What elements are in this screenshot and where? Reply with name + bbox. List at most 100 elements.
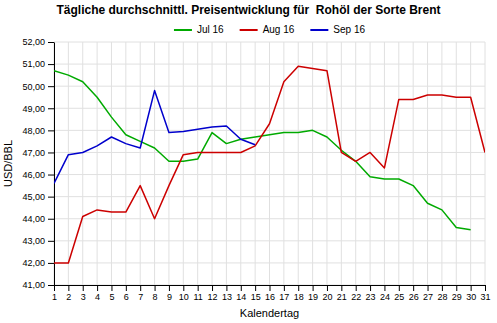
grid [54, 42, 485, 285]
x-tick: 8 [153, 285, 158, 302]
y-tick-mark [48, 108, 54, 109]
y-tick-mark [48, 175, 54, 176]
x-tick: 15 [251, 285, 261, 302]
x-tick: 20 [322, 285, 332, 302]
x-grid-line [212, 42, 213, 285]
y-tick: 49,00 [22, 104, 54, 114]
x-tick: 31 [480, 285, 490, 302]
x-axis-label: Kalendertag [240, 307, 299, 319]
y-tick-mark [48, 263, 54, 264]
x-tick-mark [298, 285, 299, 291]
x-tick-mark [399, 285, 400, 291]
legend-swatch [174, 29, 192, 31]
y-tick: 47,00 [22, 148, 54, 158]
x-tick: 18 [294, 285, 304, 302]
x-grid-line [298, 42, 299, 285]
x-tick-label: 3 [81, 292, 86, 302]
x-grid-line [413, 42, 414, 285]
x-tick: 21 [337, 285, 347, 302]
x-grid-line [341, 42, 342, 285]
chart: 1234567891011121314151617181920212223242… [0, 0, 497, 323]
x-tick: 1 [52, 285, 57, 302]
y-tick-label: 47,00 [22, 148, 45, 158]
x-tick-label: 25 [394, 292, 404, 302]
lines [54, 66, 485, 263]
x-tick-mark [356, 285, 357, 291]
legend: Jul 16 Aug 16 Sep 16 [174, 24, 366, 35]
y-tick-mark [48, 86, 54, 87]
x-tick-label: 20 [322, 292, 332, 302]
x-tick-label: 6 [124, 292, 129, 302]
legend-label: Aug 16 [263, 24, 295, 35]
x-grid-line [125, 42, 126, 285]
y-tick: 41,00 [22, 280, 54, 290]
y-axis-label: USD/BBL [2, 140, 14, 187]
y-tick-mark [48, 64, 54, 65]
x-grid-line [240, 42, 241, 285]
x-tick: 26 [409, 285, 419, 302]
y-tick-label: 52,00 [22, 37, 45, 47]
legend-label: Sep 16 [333, 24, 365, 35]
y-tick-mark [48, 219, 54, 220]
legend-item: Aug 16 [240, 24, 295, 35]
x-tick-label: 22 [351, 292, 361, 302]
y-axis: 41,0042,0043,0044,0045,0046,0047,0048,00… [22, 37, 54, 290]
x-tick-mark [97, 285, 98, 291]
x-tick: 6 [124, 285, 129, 302]
x-tick-mark [270, 285, 271, 291]
x-tick-label: 18 [294, 292, 304, 302]
x-tick: 24 [380, 285, 390, 302]
x-tick: 25 [394, 285, 404, 302]
x-tick-label: 21 [337, 292, 347, 302]
x-tick-mark [54, 285, 55, 291]
x-grid-line [168, 42, 169, 285]
legend-item: Sep 16 [310, 24, 365, 35]
y-tick: 52,00 [22, 37, 54, 47]
x-tick-label: 5 [109, 292, 114, 302]
x-tick: 7 [138, 285, 143, 302]
y-tick-mark [48, 42, 54, 43]
y-tick-label: 46,00 [22, 170, 45, 180]
x-tick: 30 [466, 285, 476, 302]
x-tick-label: 26 [409, 292, 419, 302]
x-tick-label: 14 [236, 292, 246, 302]
x-tick-mark [341, 285, 342, 291]
y-tick-mark [48, 241, 54, 242]
x-axis: 1234567891011121314151617181920212223242… [52, 285, 491, 302]
x-grid-line [485, 42, 486, 285]
x-grid-line [269, 42, 270, 285]
y-tick-label: 44,00 [22, 214, 45, 224]
series-line [54, 91, 255, 184]
x-tick-mark [284, 285, 285, 291]
x-tick-label: 4 [95, 292, 100, 302]
x-grid-line [441, 42, 442, 285]
x-grid-line [326, 42, 327, 285]
x-tick-label: 8 [153, 292, 158, 302]
x-grid-line [398, 42, 399, 285]
x-tick-mark [471, 285, 472, 291]
x-tick-label: 27 [423, 292, 433, 302]
x-tick-mark [83, 285, 84, 291]
x-tick-label: 1 [52, 292, 57, 302]
y-tick-label: 45,00 [22, 192, 45, 202]
x-tick-mark [313, 285, 314, 291]
title: Tägliche durchschnittl. Preisentwicklung… [56, 3, 440, 17]
x-tick-mark [212, 285, 213, 291]
x-grid-line [312, 42, 313, 285]
x-tick-label: 10 [179, 292, 189, 302]
x-tick: 4 [95, 285, 100, 302]
x-grid-line [183, 42, 184, 285]
x-tick-mark [111, 285, 112, 291]
x-tick-label: 2 [66, 292, 71, 302]
y-tick: 42,00 [22, 258, 54, 268]
y-tick-label: 41,00 [22, 280, 45, 290]
x-tick-label: 12 [208, 292, 218, 302]
x-tick-label: 13 [222, 292, 232, 302]
legend-item: Jul 16 [174, 24, 224, 35]
legend-label: Jul 16 [197, 24, 224, 35]
x-tick-mark [155, 285, 156, 291]
x-grid-line [111, 42, 112, 285]
x-tick-label: 31 [480, 292, 490, 302]
x-grid-line [226, 42, 227, 285]
x-tick-label: 15 [251, 292, 261, 302]
